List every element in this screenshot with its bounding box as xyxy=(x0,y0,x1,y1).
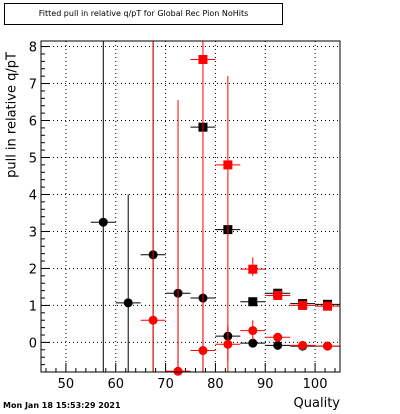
x-axis-label: Quality xyxy=(293,396,340,411)
x-tick-label: 50 xyxy=(58,377,75,392)
data-point-square xyxy=(273,290,283,300)
x-tick-label: 60 xyxy=(107,377,124,392)
y-tick-label: 8 xyxy=(29,41,37,56)
y-tick-label: 0 xyxy=(29,336,37,351)
y-tick-label: 3 xyxy=(29,225,37,240)
x-tick-label: 70 xyxy=(157,377,174,392)
data-point-circle xyxy=(98,217,108,227)
y-tick-label: 6 xyxy=(29,115,37,130)
data-point-square xyxy=(248,264,258,274)
y-axis-label: pull in relative q/pT xyxy=(4,52,20,178)
data-point-circle xyxy=(148,315,158,325)
x-tick-label: 90 xyxy=(257,377,274,392)
plot-frame xyxy=(40,40,341,373)
data-point-circle xyxy=(198,346,208,356)
data-point-circle xyxy=(123,298,133,308)
y-tick-label: 2 xyxy=(29,262,37,277)
data-point-circle xyxy=(298,340,308,350)
data-point-square xyxy=(298,300,308,310)
y-tick-label: 4 xyxy=(29,188,37,203)
data-point-square xyxy=(198,54,208,64)
data-point-circle xyxy=(248,338,258,348)
data-point-square xyxy=(323,301,333,311)
x-tick-label: 80 xyxy=(207,377,224,392)
y-tick-label: 1 xyxy=(29,299,37,314)
data-point-circle xyxy=(173,366,183,376)
y-axis-label-box: pull in relative q/pT xyxy=(1,35,23,195)
timestamp: Mon Jan 18 15:53:29 2021 xyxy=(3,401,121,410)
data-point-circle xyxy=(273,340,283,350)
chart-title-box: Fitted pull in relative q/pT for Global … xyxy=(4,3,283,25)
data-point-circle xyxy=(323,341,333,351)
data-point-circle xyxy=(273,332,283,342)
y-tick-label: 7 xyxy=(29,78,37,93)
data-point-square xyxy=(248,297,258,307)
data-point-circle xyxy=(248,326,258,336)
chart-title: Fitted pull in relative q/pT for Global … xyxy=(38,9,249,18)
plot-area xyxy=(41,41,340,372)
x-tick-label: 100 xyxy=(303,377,328,392)
y-tick-label: 5 xyxy=(29,151,37,166)
data-point-square xyxy=(223,160,233,170)
